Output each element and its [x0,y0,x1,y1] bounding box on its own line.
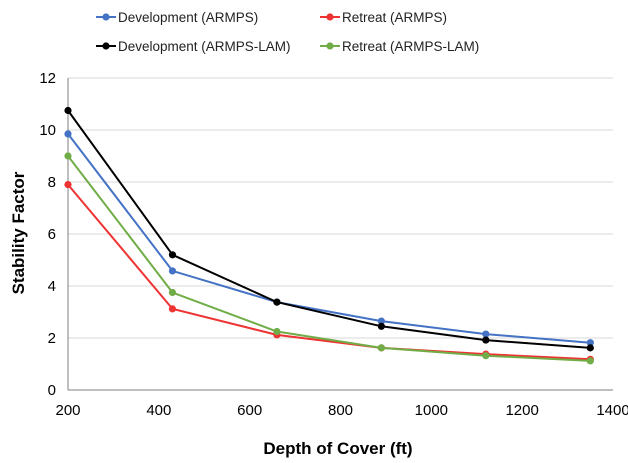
y-tick-label-4: 4 [48,278,56,295]
data-point-retreat-armps-lam-1120 [482,352,490,360]
series-layer [64,106,594,365]
data-point-development-armps-890 [377,317,385,325]
y-tick-label-12: 12 [39,70,56,87]
legend-label: Retreat (ARMPS) [342,10,447,25]
legend: Development (ARMPS) Retreat (ARMPS) Develo… [96,10,479,54]
legend-swatch-marker [326,42,334,50]
data-point-retreat-armps-lam-660 [273,327,281,336]
legend-label: Development (ARMPS) [118,10,258,25]
data-point-development-armps-lam-200 [64,106,72,115]
data-point-development-armps-lam-660 [273,298,281,306]
legend-entry-retreat-armps: Retreat (ARMPS) [320,10,447,25]
y-tick-label-2: 2 [48,330,56,347]
data-point-retreat-armps-lam-890 [377,344,385,352]
data-point-development-armps-lam-1120 [482,336,490,344]
gridlines [68,77,613,339]
series-line-development-armps [67,133,591,344]
y-tick-label-6: 6 [48,226,56,243]
x-tick-label-200: 200 [55,402,80,419]
y-tick-label-10: 10 [39,122,56,139]
x-axis-title: Depth of Cover (ft) [263,439,412,458]
legend-entry-development-armps: Development (ARMPS) [96,10,258,25]
data-point-development-armps-lam-890 [377,322,385,330]
data-point-development-armps-430 [168,267,177,275]
legend-swatch-marker [102,42,110,50]
x-tick-label-800: 800 [328,402,353,419]
legend-label: Retreat (ARMPS-LAM) [342,39,479,54]
y-tick-label-0: 0 [48,382,56,399]
series-line-development-armps-lam [67,109,591,349]
axes [67,78,613,391]
x-tick-label-400: 400 [146,402,171,419]
data-point-development-armps-200 [64,130,72,138]
data-point-development-armps-1350 [586,339,594,347]
legend-label: Development (ARMPS-LAM) [118,39,291,54]
series-line-retreat-armps-lam [67,155,591,362]
series-line-retreat-armps [67,183,591,361]
y-tick-label-8: 8 [48,174,56,191]
legend-swatch-marker [326,13,334,21]
x-tick-label-1400: 1400 [596,402,628,419]
legend-swatch-marker [102,13,110,21]
data-point-retreat-armps-lam-200 [64,152,72,160]
x-tick-label-1000: 1000 [415,402,448,419]
tick-labels: 0 2 4 6 8 10 12 200 400 600 800 1000 1200 1400 [39,70,628,419]
data-point-development-armps-lam-430 [168,251,177,259]
legend-entry-development-armps-lam: Development (ARMPS-LAM) [96,39,291,54]
y-axis-title: Stability Factor [9,171,28,294]
x-tick-label-1200: 1200 [505,402,538,419]
data-point-development-armps-lam-1350 [586,344,594,352]
data-point-retreat-armps-lam-430 [168,288,177,297]
x-tick-label-600: 600 [237,402,262,419]
data-point-retreat-armps-200 [64,181,72,189]
legend-entry-retreat-armps-lam: Retreat (ARMPS-LAM) [320,39,479,54]
data-point-development-armps-1120 [482,330,490,338]
data-point-retreat-armps-430 [168,305,177,313]
data-point-retreat-armps-lam-1350 [586,357,594,365]
